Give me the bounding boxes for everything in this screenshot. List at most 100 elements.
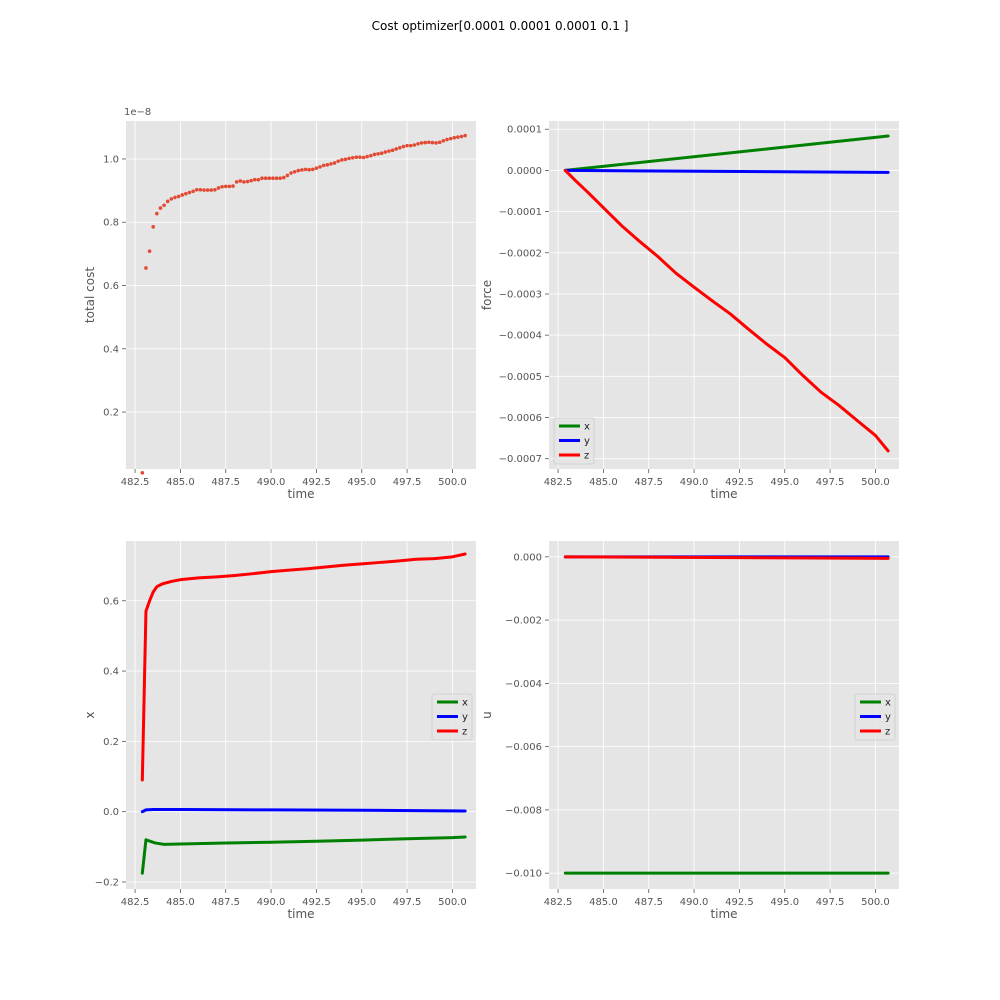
scatter-point [238,179,243,183]
scatter-point [213,187,217,192]
x-tick-label: 495.0 [347,477,376,488]
y-tick-label: −0.010 [505,869,542,880]
x-tick-label: 497.5 [393,897,422,908]
y-tick-label: −0.0004 [499,331,542,342]
y-tick-label: 1.0 [103,154,119,165]
x-tick-label: 495.0 [770,477,799,488]
scatter-point [289,171,293,175]
x-tick-label: 500.0 [861,897,890,908]
scatter-point [303,167,308,172]
scatter-point [394,147,399,151]
x-tick-label: 500.0 [438,897,467,908]
scatter-point [260,176,264,180]
scatter-point [379,151,384,156]
y-axis-label: u [480,711,494,719]
scatter-point [296,168,301,173]
x-axis-label: time [710,907,737,921]
subplot-2: 482.5 485.0 487.5 490.0 492.5 495.0 497.5 500.0… [480,121,899,501]
scatter-point [223,184,228,189]
y-tick-label: 0.4 [103,667,119,678]
scatter-point [307,167,311,172]
series-line-y [563,168,890,174]
scatter-point [401,144,406,149]
y-tick-label: −0.0002 [499,248,542,259]
scatter-point [390,148,395,153]
x-tick-label: 497.5 [393,477,422,488]
scatter-point [245,179,250,184]
x-tick-label: 492.5 [725,477,754,488]
x-tick-label: 487.5 [634,897,663,908]
scatter-point [441,138,446,143]
scatter-point [278,176,282,180]
x-tick-label: 482.5 [544,897,573,908]
scatter-point [448,136,453,141]
scatter-point [332,161,337,165]
axes-background [126,121,476,469]
scatter-point [205,188,210,192]
x-axis-label: time [710,487,737,501]
y-tick-label: −0.002 [505,616,542,627]
scatter-point [151,225,156,229]
scatter-point [231,184,235,188]
figure-suptitle: Cost optimizer[0.0001 0.0001 0.0001 0.1 … [372,19,629,33]
y-tick-label: 0.0000 [507,166,542,177]
scatter-point [430,140,435,145]
scatter-point [187,190,192,195]
y-tick-label: −0.008 [505,805,542,816]
scatter-point [155,211,159,216]
legend-label-z: z [584,451,589,462]
scatter-point [281,175,286,180]
scatter-point [198,187,203,192]
scatter-point [184,191,188,196]
x-tick-label: 495.0 [347,897,376,908]
scatter-point [147,249,152,254]
x-tick-label: 487.5 [211,477,240,488]
y-tick-label: 0.000 [513,552,542,563]
scatter-point [387,149,391,153]
y-tick-label: −0.0005 [499,372,542,383]
scatter-point [191,189,195,194]
scatter-point [234,180,239,184]
scatter-point [300,168,304,172]
scatter-point [158,206,163,210]
scatter-point [162,203,166,208]
subplot-3: 482.5 485.0 487.5 490.0 492.5 495.0 497.5 500.0… [83,541,476,921]
scatter-point [358,155,362,159]
scatter-point [263,176,268,180]
scatter-point [173,195,177,200]
scatter-point [216,186,221,190]
x-tick-label: 500.0 [438,477,467,488]
x-tick-label: 497.5 [816,897,845,908]
x-tick-label: 500.0 [861,477,890,488]
y-tick-label: 0.2 [103,408,119,419]
scatter-point [252,177,257,182]
scatter-point [452,135,457,140]
scatter-point [321,163,326,168]
axes-background [549,541,899,889]
scatter-point [361,155,366,160]
y-tick-label: 0.8 [103,218,119,229]
scatter-point [329,162,333,166]
y-tick-label: 0.6 [103,281,119,292]
series-line-z [140,552,467,782]
legend-label-y: y [885,712,891,723]
x-axis-label: time [287,907,314,921]
y-tick-label: −0.0006 [499,413,542,424]
scatter-point [285,173,290,178]
scatter-point [325,163,330,167]
series-line-z [563,168,890,453]
scatter-point [180,193,185,197]
scatter-point [463,133,467,138]
x-tick-label: 487.5 [634,477,663,488]
scatter-point [427,140,431,145]
scatter-point [292,170,297,174]
y-axis-label: force [480,280,494,310]
subplots: 482.5 485.0 487.5 490.0 492.5 495.0 497.5 500.0… [83,107,899,921]
scatter-point [419,141,424,145]
scatter-point [249,178,253,183]
y-axis-label: total cost [83,267,97,323]
y-tick-label: 0.2 [103,737,119,748]
scatter-point [336,159,340,163]
scatter-point [437,140,442,145]
